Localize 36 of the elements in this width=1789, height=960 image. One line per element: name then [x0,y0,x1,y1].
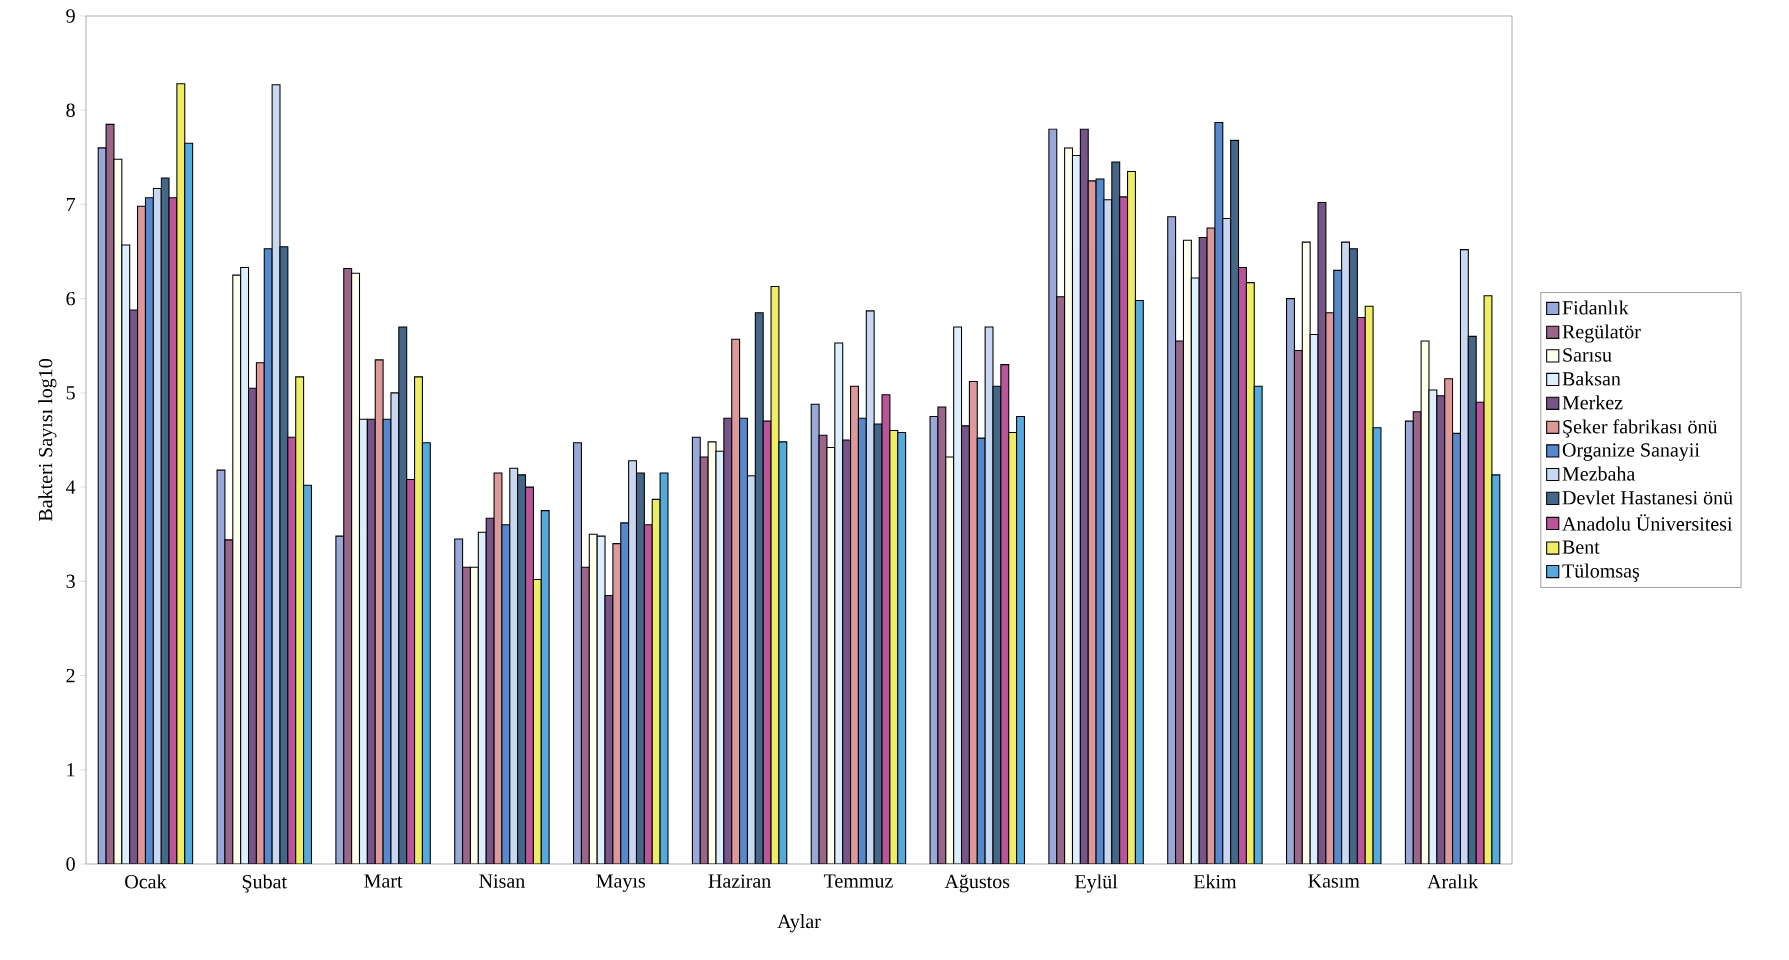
y-tick-label: 6 [66,291,76,306]
legend-label: Tülomsaş [1562,563,1640,582]
y-tick-label: 3 [66,574,75,589]
y-tick-label: 5 [66,386,75,400]
x-tick-label: Mayıs [596,874,646,892]
x-tick-label: Ekim [1193,874,1237,889]
y-axis-title: Bakteri Sayısı log10 [38,359,57,522]
y-tick-label: 0 [66,857,75,871]
legend-label: Sarısu [1563,348,1612,362]
x-tick-label: Haziran [708,874,771,888]
x-axis-title: Aylar [777,914,821,933]
y-tick-label: 7 [66,197,76,211]
legend-label: Merkez [1562,395,1623,410]
legend-label: Anadolu Üniversitesi [1562,514,1733,531]
legend-label: Bent [1562,540,1600,554]
legend-label: Baksan [1562,371,1621,386]
x-tick-label: Eylül [1075,874,1118,893]
x-tick-label: Kasım [1308,874,1360,888]
y-tick-label: 4 [66,480,76,494]
x-tick-label: Ocak [125,874,167,889]
x-tick-label: Aralık [1427,874,1479,889]
x-tick-label: Mart [364,874,403,888]
y-tick-label: 1 [67,763,75,777]
y-tick-label: 9 [66,9,75,23]
x-tick-label: Şubat [242,874,287,893]
legend-label: Mezbaha [1562,466,1636,481]
x-tick-label: Temmuz [823,874,893,888]
y-tick-label: 8 [66,103,75,117]
x-tick-label: Ağustos [944,874,1010,893]
legend-label: Regülatör [1562,324,1641,343]
x-tick-label: Nisan [479,874,525,888]
legend-label: Fidanlık [1562,300,1629,315]
y-tick-label: 2 [66,668,75,683]
legend-label: Şeker fabrikası önü [1563,419,1718,438]
legend-label: Organize Sanayii [1562,443,1700,461]
legend-label: Devlet Hastanesi önü [1562,490,1733,505]
